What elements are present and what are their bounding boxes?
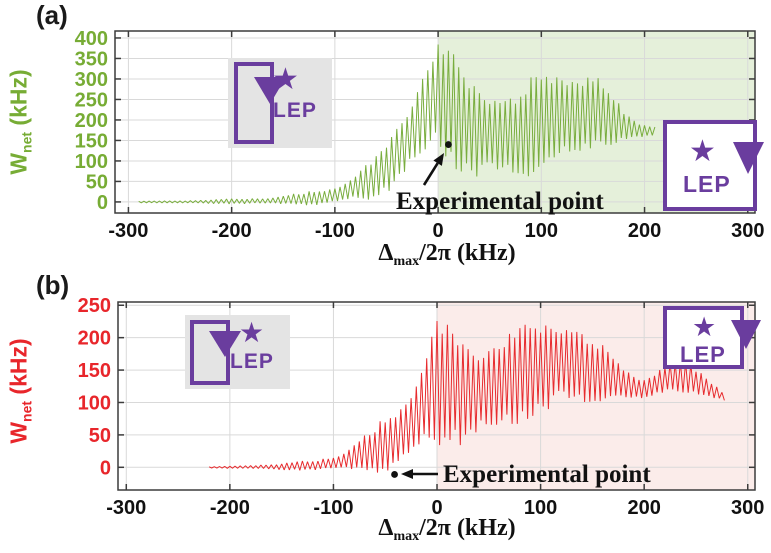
x-tick-label: 100 (524, 497, 557, 519)
xlabel-unit: /2π (kHz) (419, 515, 516, 541)
y-tick-label: 200 (78, 328, 111, 350)
panel-a-lep-inset-left: ★ LEP (228, 58, 332, 148)
x-tick-label: 0 (433, 220, 444, 242)
y-tick-label: 150 (78, 360, 111, 382)
lep-label: LEP (683, 171, 731, 197)
x-tick-label: 200 (627, 497, 660, 519)
panel-b-curve (208, 320, 725, 473)
xlabel-delta: Δ (378, 240, 394, 266)
xlabel-subscript: max (393, 254, 420, 269)
panel-b-experimental-point-label: Experimental point (443, 461, 651, 488)
y-tick-label: 400 (75, 28, 108, 50)
xlabel-subscript: max (393, 529, 420, 544)
panel-b-annotation-arrowhead (401, 469, 413, 479)
x-tick-label: -100 (315, 220, 355, 242)
panel-b-label: (b) (36, 270, 70, 300)
panel-b-ticks (118, 302, 755, 490)
panel-b-ylabel: Wnet (kHz) (6, 338, 35, 443)
x-tick-label: -300 (106, 497, 146, 519)
panel-a-annotation-arrowhead (433, 153, 444, 166)
panel-a-ylabel: Wnet (kHz) (6, 69, 35, 174)
y-tick-label: 300 (75, 69, 108, 91)
panel-b-lep-inset-right: ★ LEP (663, 306, 761, 369)
loop-down-arrow-icon (731, 320, 761, 349)
star-icon: ★ (239, 316, 265, 349)
x-tick-label: 300 (731, 497, 764, 519)
lep-label: LEP (230, 350, 274, 373)
panel-b-y-tick-labels: 0 50 100 150 200 250 (78, 295, 111, 479)
y-tick-label: 50 (89, 425, 111, 447)
star-icon: ★ (272, 62, 299, 97)
x-tick-label: 0 (431, 497, 442, 519)
panel-a-label: (a) (36, 0, 68, 30)
ylabel-symbol: W (5, 421, 32, 444)
panel-a-x-tick-labels: -300 -200 -100 0 100 200 300 (108, 220, 764, 242)
x-tick-label: -100 (313, 497, 353, 519)
ylabel-subscript: net (18, 131, 35, 153)
xlabel-unit: /2π (kHz) (419, 240, 516, 266)
ylabel-unit: (kHz) (5, 69, 32, 132)
star-icon: ★ (689, 134, 716, 169)
y-tick-label: 200 (75, 110, 108, 132)
x-tick-label: 100 (525, 220, 558, 242)
ylabel-symbol: W (5, 152, 32, 175)
y-tick-label: 0 (100, 457, 111, 479)
lep-label: LEP (273, 99, 317, 122)
lep-label: LEP (680, 342, 726, 367)
loop-down-arrow-icon (190, 320, 241, 385)
panel-b-x-tick-labels: -300 -200 -100 0 100 200 300 (106, 497, 764, 519)
y-tick-label: 350 (75, 48, 108, 70)
y-tick-label: 100 (78, 392, 111, 414)
y-tick-label: 0 (97, 192, 108, 214)
y-tick-label: 100 (75, 151, 108, 173)
ylabel-unit: (kHz) (5, 338, 32, 401)
y-tick-label: 250 (75, 89, 108, 111)
y-tick-label: 250 (78, 295, 111, 317)
panel-a-annotation-arrow (422, 162, 439, 186)
loop-down-arrow-icon (234, 62, 286, 144)
x-tick-label: 200 (628, 220, 661, 242)
x-tick-label: 300 (731, 220, 764, 242)
panel-a-curve (138, 44, 656, 206)
panel-b-experimental-point (391, 471, 398, 478)
panel-a-experimental-point (445, 141, 452, 148)
loop-down-arrow-icon (733, 142, 764, 174)
y-tick-label: 50 (86, 171, 108, 193)
star-icon: ★ (692, 312, 717, 343)
x-tick-label: -200 (212, 220, 252, 242)
xlabel-delta: Δ (378, 515, 394, 541)
panel-a-xlabel: Δmax/2π (kHz) (337, 240, 557, 270)
panel-b-xlabel: Δmax/2π (kHz) (337, 515, 557, 545)
x-tick-label: -300 (108, 220, 148, 242)
ylabel-subscript: net (18, 400, 35, 422)
x-tick-label: -200 (210, 497, 250, 519)
panel-b-lep-inset-left: ★ LEP (185, 315, 290, 389)
panel-a-lep-inset-right: ★ LEP (663, 120, 764, 211)
panel-b: -300 -200 -100 0 100 200 300 0 50 100 150 200 250 (78, 295, 765, 519)
y-tick-label: 150 (75, 130, 108, 152)
panel-a-experimental-point-label: Experimental point (396, 188, 604, 215)
